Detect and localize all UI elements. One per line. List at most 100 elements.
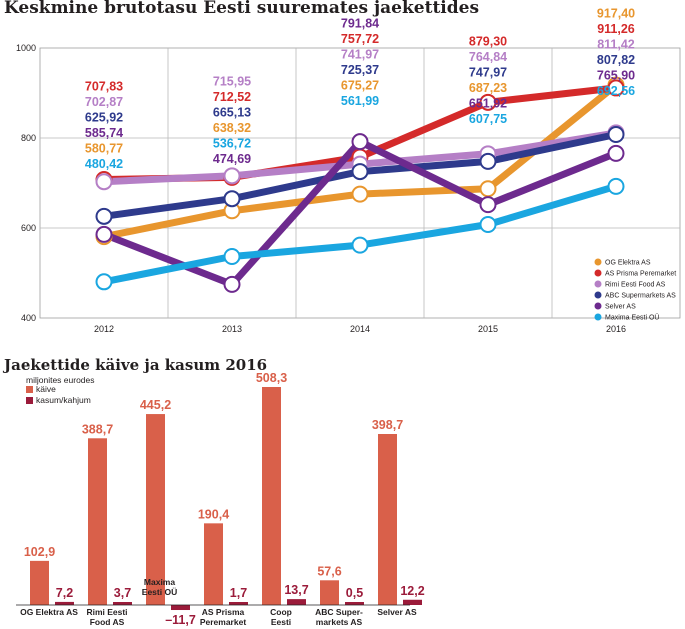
bar-chart-title: Jaekettide käive ja kasum 2016 (2, 356, 267, 374)
y-tick-label: 600 (21, 223, 36, 233)
bar-kasum (287, 599, 306, 605)
category-label: AS Prisma (202, 607, 245, 617)
category-label: Maxima (144, 577, 175, 587)
bar-label-kasum: 3,7 (114, 586, 131, 600)
category-label: Rimi Eesti (86, 607, 127, 617)
data-label-abc-supermarkets-as: 807,82 (597, 53, 635, 67)
data-point-abc-supermarkets-as (607, 125, 625, 143)
data-point-selver-as (95, 225, 113, 243)
data-label-as-prisma-peremarket: 879,30 (469, 35, 507, 49)
data-point-abc-supermarkets-as (95, 207, 113, 225)
data-label-selver-as: 651,92 (469, 97, 507, 111)
data-point-as-prisma-peremarket (479, 93, 497, 111)
data-label-selver-as: 791,84 (341, 17, 379, 31)
data-label-rimi-eesti-food-as: 741,97 (341, 48, 379, 62)
data-point-abc-supermarkets-as (223, 190, 241, 208)
data-label-abc-supermarkets-as: 625,92 (85, 111, 123, 125)
x-tick-label: 2014 (350, 324, 370, 334)
line-chart-title: Keskmine brutotasu Eesti suuremates jaek… (4, 0, 479, 18)
category-label: ABC Super- (315, 607, 363, 617)
legend-swatch (26, 386, 33, 393)
legend-swatch (26, 397, 33, 404)
data-label-maxima-eesti-ou: 480,42 (85, 157, 123, 171)
bar-kaive (262, 387, 281, 605)
bar-label-kasum: 13,7 (284, 583, 308, 597)
x-tick-label: 2016 (606, 324, 626, 334)
plot-frame (39, 47, 681, 319)
data-label-og-elektra-as: 580,77 (85, 142, 123, 156)
bar-label-kasum: 7,2 (56, 586, 73, 600)
category-label: Coop (270, 607, 292, 617)
legend-label: käive (36, 384, 56, 394)
legend-label: AS Prisma Peremarket (605, 271, 676, 278)
bar-kaive (204, 523, 223, 605)
data-point-abc-supermarkets-as (351, 163, 369, 181)
data-label-abc-supermarkets-as: 747,97 (469, 66, 507, 80)
legend-swatch (594, 269, 602, 277)
legend-label: ABC Supermarkets AS (605, 293, 676, 300)
data-label-rimi-eesti-food-as: 764,84 (469, 50, 507, 64)
data-point-abc-supermarkets-as (479, 152, 497, 170)
data-point-maxima-eesti-ou (607, 177, 625, 195)
category-label: Peremarket (200, 617, 246, 627)
legend-label: Maxima Eesti OÜ (605, 314, 659, 322)
data-label-selver-as: 585,74 (85, 126, 123, 140)
category-label: Eesti (271, 617, 291, 627)
bar-label-kaive: 398,7 (372, 418, 403, 432)
bar-chart-value-labels: 102,9 7,2 388,7 3,7 445,2 –11,7 190,4 1,7 508,3 1… (24, 371, 425, 627)
legend-swatch (594, 280, 602, 288)
bar-kasum (345, 602, 364, 605)
data-point-og-elektra-as (351, 185, 369, 203)
data-point-maxima-eesti-ou (351, 236, 369, 254)
bar-kasum (113, 602, 132, 605)
data-label-og-elektra-as: 675,27 (341, 79, 379, 93)
bar-kasum (55, 601, 74, 605)
bar-label-kaive: 508,3 (256, 371, 287, 385)
data-label-maxima-eesti-ou: 536,72 (213, 137, 251, 151)
bar-chart-subtitle: miljonites eurodes (26, 375, 95, 385)
data-label-abc-supermarkets-as: 665,13 (213, 106, 251, 120)
line-chart-series-lines (100, 81, 620, 288)
data-label-rimi-eesti-food-as: 702,87 (85, 95, 123, 109)
y-tick-label: 1000 (16, 43, 36, 53)
bar-label-kasum: 1,7 (230, 586, 247, 600)
data-point-rimi-eesti-food-as (95, 173, 113, 191)
legend-label: kasum/kahjum (36, 395, 91, 405)
y-tick-label: 800 (21, 133, 36, 143)
bar-kaive (146, 414, 165, 605)
data-label-rimi-eesti-food-as: 811,42 (597, 38, 635, 52)
data-label-og-elektra-as: 687,23 (469, 81, 507, 95)
data-point-rimi-eesti-food-as (223, 167, 241, 185)
bar-label-kasum: –11,7 (165, 613, 196, 627)
data-label-selver-as: 765,90 (597, 69, 635, 83)
data-label-og-elektra-as: 917,40 (597, 7, 635, 21)
legend-swatch (594, 313, 602, 321)
data-point-selver-as (607, 144, 625, 162)
bar-kaive (378, 434, 397, 605)
data-label-as-prisma-peremarket: 707,83 (85, 80, 123, 94)
data-label-as-prisma-peremarket: 757,72 (341, 32, 379, 46)
bar-label-kaive: 445,2 (140, 398, 171, 412)
bar-kasum (171, 605, 190, 611)
data-label-maxima-eesti-ou: 607,75 (469, 112, 507, 126)
y-tick-label: 400 (21, 313, 36, 323)
data-label-as-prisma-peremarket: 911,26 (597, 22, 635, 36)
line-chart-legend: OG Elektra AS AS Prisma Peremarket Rimi Ee… (594, 258, 676, 322)
line-chart-y-ticks: 400 600 800 1000 (16, 43, 36, 323)
data-point-maxima-eesti-ou (95, 273, 113, 291)
bar-kaive (30, 560, 49, 605)
data-label-as-prisma-peremarket: 712,52 (213, 90, 251, 104)
bar-label-kaive: 102,9 (24, 545, 55, 559)
legend-label: Selver AS (605, 304, 636, 311)
category-label: OG Elektra AS (20, 607, 78, 617)
data-label-maxima-eesti-ou: 561,99 (341, 94, 379, 108)
legend-label: OG Elektra AS (605, 260, 651, 267)
legend-swatch (594, 291, 602, 299)
data-point-og-elektra-as (479, 180, 497, 198)
data-point-maxima-eesti-ou (479, 216, 497, 234)
data-point-as-prisma-peremarket (607, 79, 625, 97)
